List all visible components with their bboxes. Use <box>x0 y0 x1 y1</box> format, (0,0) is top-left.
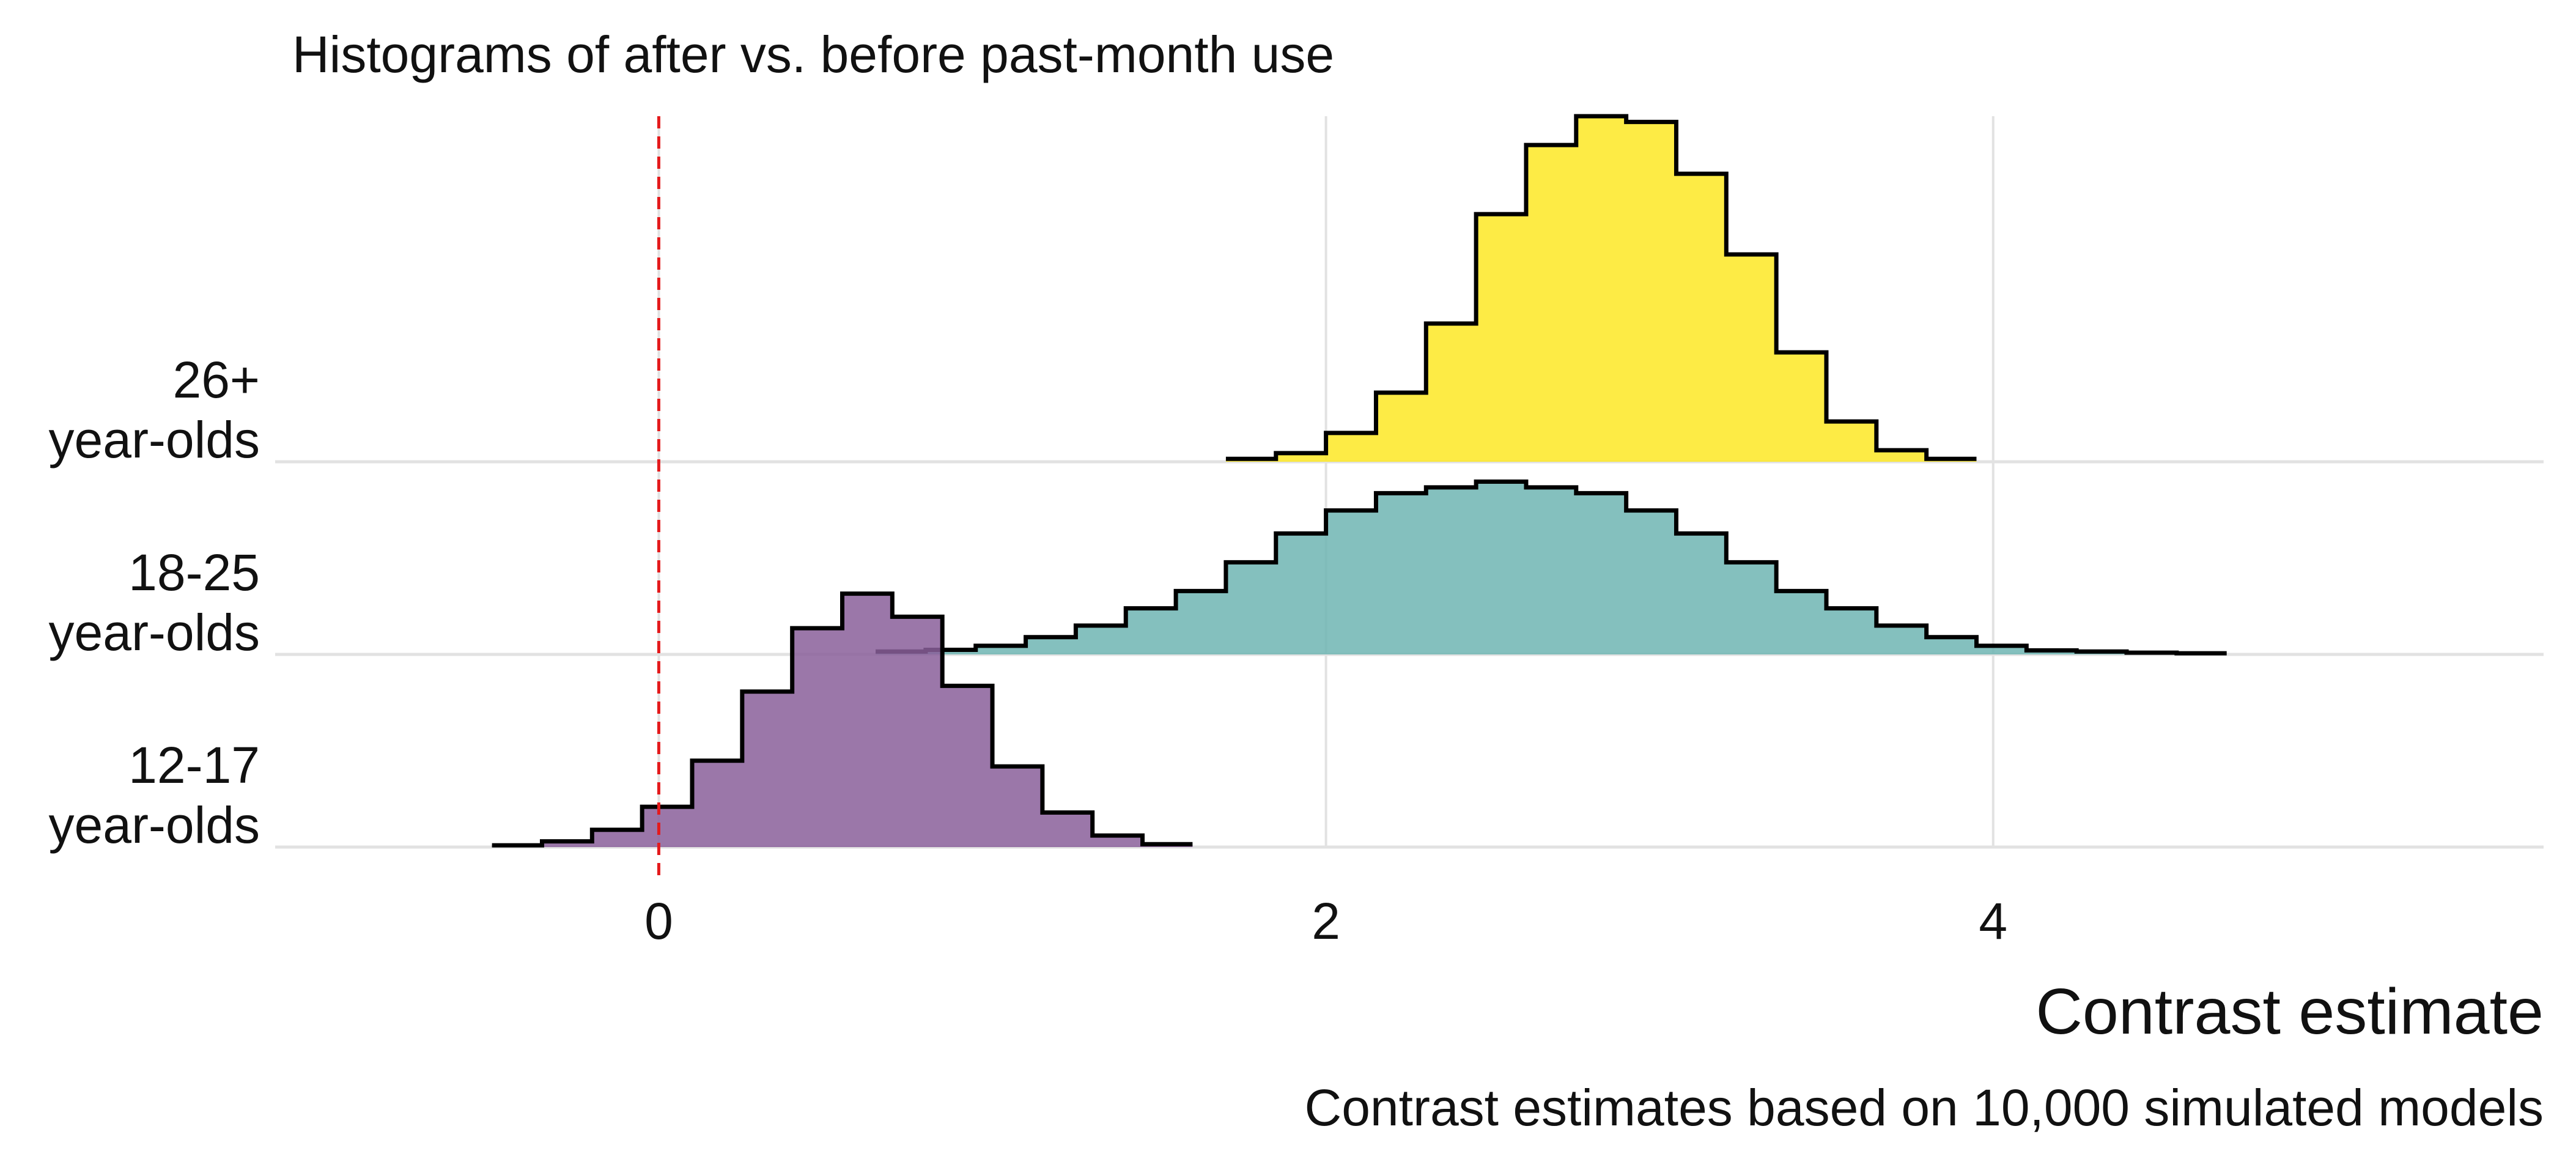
grid-layer <box>275 116 2544 849</box>
y-group-label: 26+ year-olds <box>49 351 260 468</box>
x-tick-label: 2 <box>1312 892 1340 950</box>
label-layer: 0 2 4 12-17 year-olds 18-25 year-olds 26+ year-o… <box>49 351 2008 950</box>
histogram-outline <box>1225 114 1977 461</box>
y-group-label: 18-25 year-olds <box>49 544 260 661</box>
chart-title: Histograms of after vs. before past-mont… <box>292 26 1334 83</box>
histogram-12-17 <box>492 591 1193 848</box>
y-group-label: 12-17 year-olds <box>49 736 260 854</box>
histogram-area <box>876 481 2227 654</box>
histogram-outline <box>876 480 2227 656</box>
x-tick-label: 0 <box>644 892 673 950</box>
histogram-18-25 <box>876 480 2227 656</box>
histogram-layer <box>492 114 2227 848</box>
histogram-area <box>1225 116 1977 462</box>
chart-caption: Contrast estimates based on 10,000 simul… <box>1305 1079 2544 1136</box>
x-axis-title: Contrast estimate <box>2035 976 2544 1048</box>
histogram-26+ <box>1225 114 1977 462</box>
histogram-outline <box>492 591 1193 848</box>
x-tick-label: 4 <box>1979 892 2007 950</box>
histogram-area <box>492 593 1193 847</box>
